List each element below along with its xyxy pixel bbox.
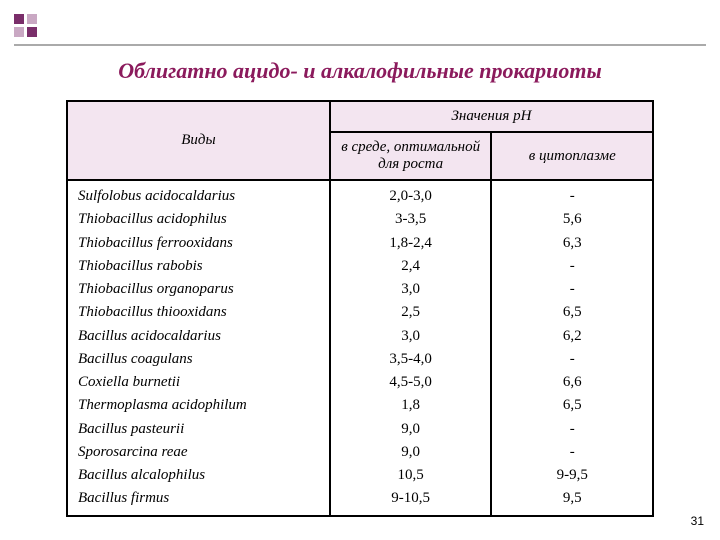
decoration-squares <box>14 14 37 37</box>
cytoplasm-value: - <box>502 185 642 208</box>
header-species: Виды <box>67 101 330 180</box>
species-name: Thermoplasma acidophilum <box>78 394 319 417</box>
species-name: Thiobacillus organoparus <box>78 278 319 301</box>
optimal-value: 2,0-3,0 <box>341 185 481 208</box>
page-number: 31 <box>691 514 704 528</box>
cytoplasm-value: - <box>502 441 642 464</box>
species-name: Thiobacillus thiooxidans <box>78 301 319 324</box>
deco-square <box>27 14 37 24</box>
optimal-value: 1,8 <box>341 394 481 417</box>
species-name: Bacillus acidocaldarius <box>78 325 319 348</box>
species-name: Bacillus pasteurii <box>78 418 319 441</box>
species-name: Bacillus firmus <box>78 487 319 510</box>
cytoplasm-value: - <box>502 348 642 371</box>
species-table: Виды Значения рН в среде, оптимальной дл… <box>66 100 654 517</box>
cytoplasm-value: - <box>502 255 642 278</box>
deco-square <box>14 27 24 37</box>
cytoplasm-value: 6,6 <box>502 371 642 394</box>
cytoplasm-value: - <box>502 418 642 441</box>
optimal-value: 2,4 <box>341 255 481 278</box>
header-row-1: Виды Значения рН <box>67 101 653 132</box>
optimal-value: 2,5 <box>341 301 481 324</box>
optimal-value: 9,0 <box>341 441 481 464</box>
corner-decoration <box>14 14 37 37</box>
species-name: Sporosarcina reae <box>78 441 319 464</box>
header-cytoplasm: в цитоплазме <box>491 132 653 180</box>
optimal-value: 3,5-4,0 <box>341 348 481 371</box>
deco-square <box>27 27 37 37</box>
optimal-value: 9-10,5 <box>341 487 481 510</box>
species-name: Thiobacillus acidophilus <box>78 208 319 231</box>
optimal-value: 3,0 <box>341 325 481 348</box>
species-name: Thiobacillus rabobis <box>78 255 319 278</box>
species-cell: Sulfolobus acidocaldariusThiobacillus ac… <box>67 180 330 516</box>
species-name: Thiobacillus ferrooxidans <box>78 232 319 255</box>
cytoplasm-value: 6,2 <box>502 325 642 348</box>
deco-square <box>14 14 24 24</box>
optimal-value: 10,5 <box>341 464 481 487</box>
species-name: Sulfolobus acidocaldarius <box>78 185 319 208</box>
cytoplasm-value: 9,5 <box>502 487 642 510</box>
species-name: Bacillus alcalophilus <box>78 464 319 487</box>
species-name: Bacillus coagulans <box>78 348 319 371</box>
optimal-value: 3,0 <box>341 278 481 301</box>
data-table-wrap: Виды Значения рН в среде, оптимальной дл… <box>66 100 654 517</box>
cytoplasm-value: 6,3 <box>502 232 642 255</box>
table-body-row: Sulfolobus acidocaldariusThiobacillus ac… <box>67 180 653 516</box>
cytoplasm-value: 6,5 <box>502 301 642 324</box>
optimal-value: 4,5-5,0 <box>341 371 481 394</box>
optimal-value: 9,0 <box>341 418 481 441</box>
optimal-value: 1,8-2,4 <box>341 232 481 255</box>
optimal-value: 3-3,5 <box>341 208 481 231</box>
cytoplasm-cell: -5,66,3--6,56,2-6,66,5--9-9,59,5 <box>491 180 653 516</box>
cytoplasm-value: - <box>502 278 642 301</box>
header-optimal: в среде, оптимальной для роста <box>330 132 492 180</box>
header-values: Значения рН <box>330 101 653 132</box>
cytoplasm-value: 5,6 <box>502 208 642 231</box>
cytoplasm-value: 6,5 <box>502 394 642 417</box>
horizontal-rule <box>14 44 706 46</box>
optimal-cell: 2,0-3,03-3,51,8-2,42,43,02,53,03,5-4,04,… <box>330 180 492 516</box>
species-name: Coxiella burnetii <box>78 371 319 394</box>
cytoplasm-value: 9-9,5 <box>502 464 642 487</box>
slide-title: Облигатно ацидо- и алкалофильные прокари… <box>0 58 720 84</box>
